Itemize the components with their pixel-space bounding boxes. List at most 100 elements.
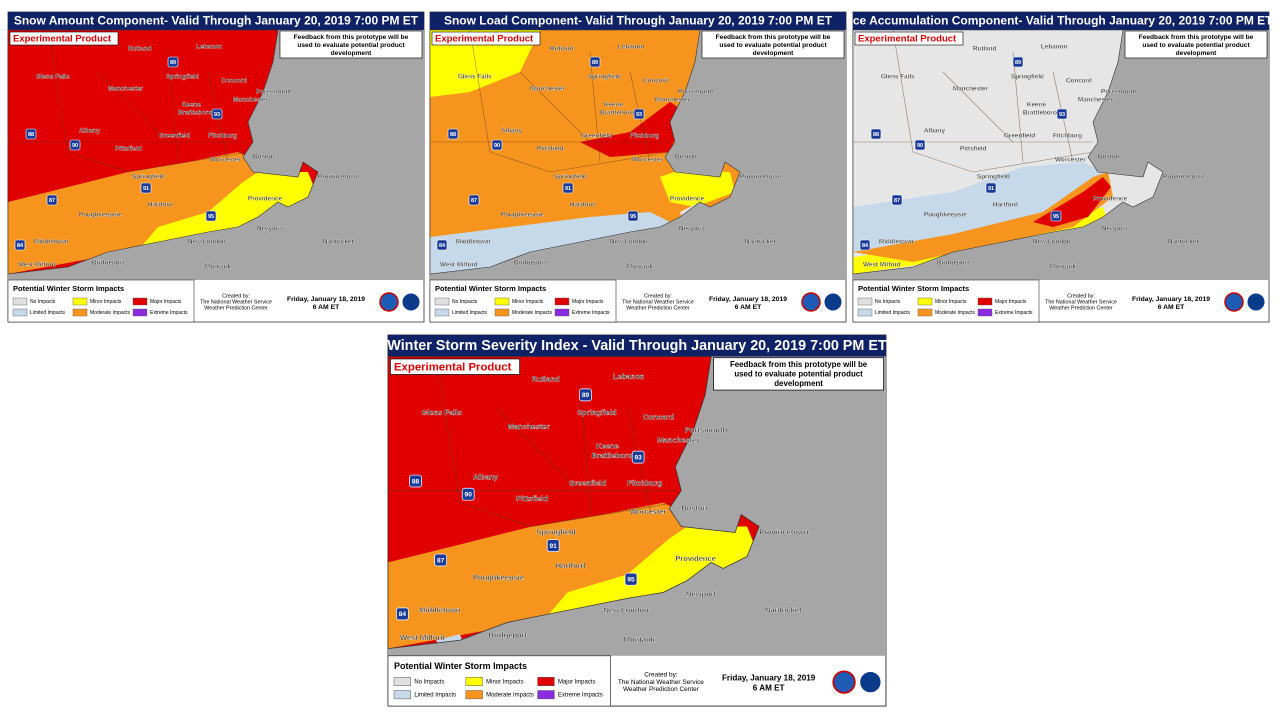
city-label: Manchester: [508, 422, 550, 431]
highway-shield: [589, 56, 601, 68]
highway-shield: [468, 194, 480, 206]
boundary: [972, 151, 1094, 173]
boundary: [589, 51, 601, 163]
city-label: Concord: [221, 78, 247, 85]
legend-swatch: [494, 308, 510, 317]
city-label: Boston: [675, 154, 697, 161]
impact-zone: [388, 502, 688, 649]
city-label: Glens Falls: [881, 74, 915, 81]
city-label: New London: [610, 239, 648, 246]
experimental-box: [390, 358, 521, 375]
city-label: Springfield: [554, 174, 587, 181]
legend-swatch: [537, 677, 555, 686]
nws-logo: [801, 292, 821, 312]
highway-shield: [461, 487, 475, 501]
highway-shield: [1050, 210, 1062, 222]
highway-shield: [579, 388, 592, 402]
feedback-text: used to evaluate potential product: [1142, 42, 1250, 49]
impact-map: [388, 356, 760, 649]
city-label: New London: [1033, 239, 1071, 246]
highway-shield: [624, 572, 638, 586]
highway-shield: [69, 139, 81, 151]
credit-text: Created by:: [222, 293, 250, 299]
city-label: New London: [188, 239, 226, 246]
highway-label: 91: [143, 186, 149, 192]
feedback-text: Feedback from this prototype will be: [1139, 34, 1254, 41]
city-label: Albany: [924, 128, 945, 135]
city-label: Rutland: [550, 46, 574, 53]
experimental-label: Experimental Product: [435, 34, 534, 45]
credit-text: The National Weather Service: [200, 299, 272, 305]
legend-swatch: [917, 297, 933, 306]
highway-shield: [447, 128, 459, 140]
highway-shield: [25, 128, 37, 140]
legend-title: Potential Winter Storm Impacts: [394, 661, 527, 671]
legend-swatch: [12, 297, 28, 306]
feedback-box: [701, 30, 845, 59]
city-label: Manchester: [1078, 97, 1114, 104]
highway-shield: [546, 539, 560, 553]
nws-logo: [832, 670, 856, 694]
highway-shield: [870, 128, 882, 140]
legend-swatch: [977, 297, 993, 306]
city-label: West Milford: [440, 262, 478, 269]
highway-label: 87: [49, 198, 55, 204]
highway-shield: [140, 182, 152, 194]
highway-shield: [891, 194, 903, 206]
legend-label: Moderate Impacts: [90, 310, 131, 316]
legend-swatch: [72, 308, 88, 317]
city-label: Manchester: [108, 86, 144, 93]
highway-shield: [1056, 108, 1068, 120]
highway-label: 89: [170, 60, 176, 66]
highway-shield: [434, 553, 448, 567]
city-label: Brattleboro: [600, 110, 634, 117]
date-text: 6 AM ET: [1158, 304, 1185, 311]
coastline: [387, 356, 760, 650]
highway-label: 90: [917, 143, 923, 149]
city-label: Springfield: [1011, 74, 1044, 81]
feedback-box: [279, 30, 423, 59]
title-bar: [853, 12, 1269, 30]
credit-text: Weather Prediction Center: [623, 686, 700, 693]
city-label: West Milford: [400, 633, 445, 642]
highway-shield: [627, 210, 639, 222]
city-label: Albany: [79, 128, 100, 135]
highway-shield: [167, 56, 179, 68]
city-label: Manchester: [657, 435, 699, 444]
boundary: [579, 382, 592, 515]
city-label: Greenfield: [569, 478, 607, 487]
highway-label: 89: [1015, 60, 1021, 66]
city-label: Fitchburg: [1053, 133, 1082, 140]
boundary: [519, 71, 591, 143]
feedback-text: development: [331, 50, 372, 57]
city-label: Middletown: [456, 239, 491, 246]
city-label: West Milford: [863, 262, 901, 269]
legend-title: Potential Winter Storm Impacts: [435, 284, 546, 293]
legend-label: Limited Impacts: [875, 310, 911, 316]
city-label: Fitchburg: [630, 133, 659, 140]
legend-swatch: [132, 297, 148, 306]
city-label: Greenfield: [581, 133, 612, 140]
boundary: [549, 151, 671, 173]
panel-title: Winter Storm Severity Index - Valid Thro…: [387, 338, 887, 354]
legend-box: [387, 655, 612, 707]
legend-label: Limited Impacts: [452, 310, 488, 316]
city-label: Pittsfield: [960, 146, 987, 153]
noaa-logo: [1246, 292, 1266, 312]
feedback-text: used to evaluate potential product: [297, 42, 405, 49]
city-label: Concord: [643, 413, 674, 422]
feedback-text: development: [1176, 50, 1217, 57]
city-label: Bridgeport: [489, 630, 528, 639]
credit-text: Weather Prediction Center: [204, 305, 268, 311]
credit-text: Created by:: [644, 672, 678, 679]
city-label: Concord: [643, 78, 669, 85]
legend-label: Major Impacts: [150, 299, 182, 305]
city-label: Albany: [501, 128, 522, 135]
legend-box: [429, 279, 617, 323]
city-label: Greenfield: [1004, 133, 1035, 140]
highway-shield: [859, 239, 871, 251]
boundary: [97, 71, 169, 143]
city-label: Lebanon: [1041, 44, 1067, 51]
highway-label: 88: [873, 132, 879, 138]
city-label: Albany: [473, 472, 499, 481]
